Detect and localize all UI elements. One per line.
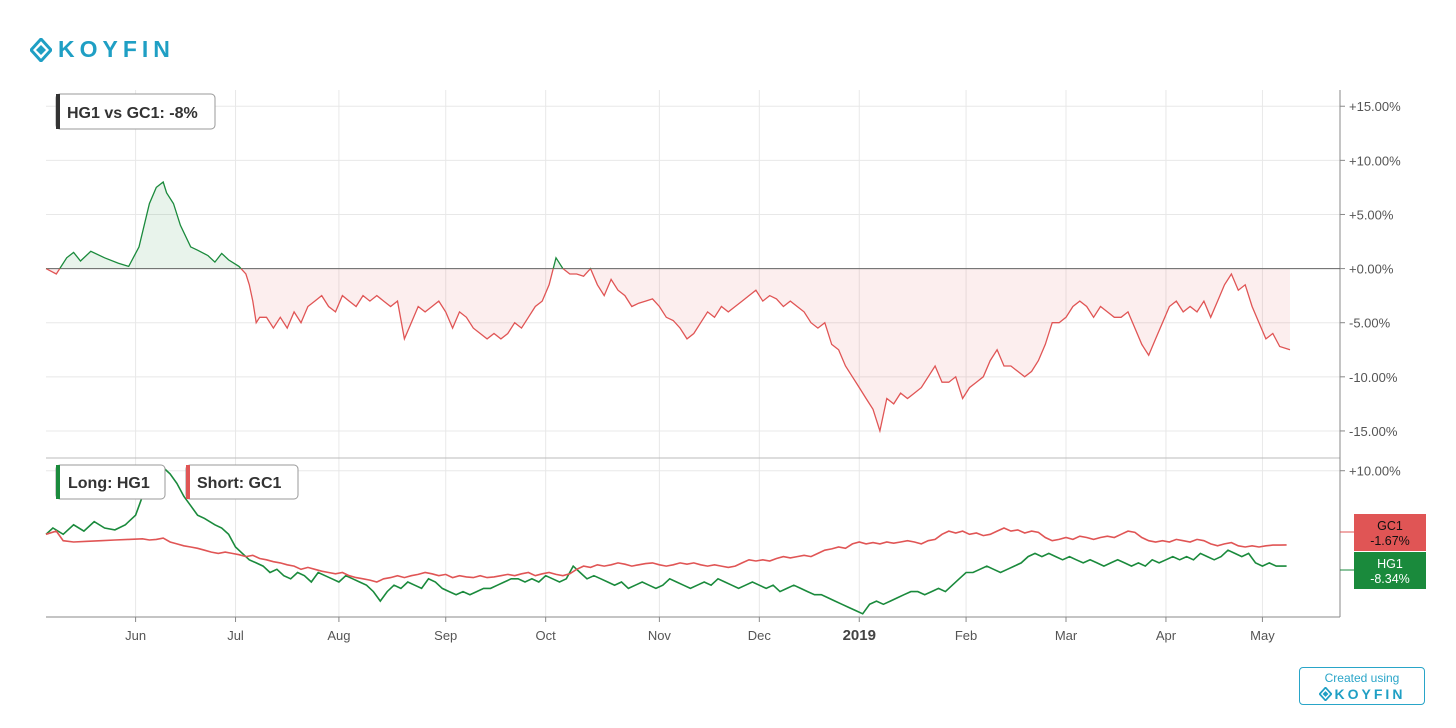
badge-value-gc1: -1.67% (1370, 534, 1410, 548)
created-using-koyfin-badge[interactable]: Created using KOYFIN (1299, 667, 1425, 705)
x-tick-label-mar: Mar (1055, 628, 1078, 643)
x-tick-label-feb: Feb (955, 628, 977, 643)
spread-area-positive (46, 182, 1290, 269)
x-tick-label-sep: Sep (434, 628, 457, 643)
x-tick-label-2019: 2019 (843, 627, 876, 644)
spread-line-negative (45, 268, 1291, 434)
koyfin-small-logo-icon (1318, 687, 1332, 701)
badge-name-hg1: HG1 (1377, 557, 1403, 571)
y-tick-label-top-1: +10.00% (1349, 153, 1401, 168)
created-using-label: Created using (1324, 671, 1400, 685)
spread-legend-marker (56, 94, 60, 129)
long-legend-label: Long: HG1 (68, 475, 150, 492)
created-brand-text: KOYFIN (1334, 686, 1406, 702)
short-legend: Short: GC1 (185, 464, 299, 500)
spread-legend-label: HG1 vs GC1: -8% (67, 105, 198, 122)
series-line-gc1 (45, 527, 1287, 583)
x-tick-label-nov: Nov (648, 628, 672, 643)
y-tick-label-top-6: -15.00% (1349, 424, 1398, 439)
x-tick-label-jul: Jul (227, 628, 244, 643)
koyfin-logo[interactable]: KOYFIN (30, 36, 175, 63)
y-tick-label-top-2: +5.00% (1349, 207, 1394, 222)
created-brand: KOYFIN (1300, 686, 1424, 702)
spread-legend: HG1 vs GC1: -8% (55, 93, 216, 130)
badge-hg1: HG1-8.34% (1340, 552, 1426, 589)
badge-value-hg1: -8.34% (1370, 572, 1410, 586)
long-legend: Long: HG1 (55, 464, 166, 500)
x-tick-label-jun: Jun (125, 628, 146, 643)
y-tick-label-top-0: +15.00% (1349, 99, 1401, 114)
long-legend-marker (56, 465, 60, 499)
y-tick-label-bottom-0: +10.00% (1349, 464, 1401, 479)
x-tick-label-oct: Oct (536, 628, 557, 643)
series-line-hg1 (45, 466, 1287, 615)
x-tick-label-apr: Apr (1156, 628, 1177, 643)
badge-box-hg1 (1354, 552, 1426, 589)
badge-name-gc1: GC1 (1377, 519, 1403, 533)
short-legend-label: Short: GC1 (197, 475, 282, 492)
koyfin-logo-icon (30, 37, 52, 62)
x-tick-label-dec: Dec (748, 628, 772, 643)
spread-area-negative (46, 268, 1290, 431)
badge-gc1: GC1-1.67% (1340, 514, 1426, 551)
short-legend-marker (186, 465, 190, 499)
x-tick-label-may: May (1250, 628, 1275, 643)
x-tick-label-aug: Aug (327, 628, 350, 643)
y-tick-label-top-4: -5.00% (1349, 316, 1391, 331)
y-tick-label-top-5: -10.00% (1349, 370, 1398, 385)
koyfin-logo-text: KOYFIN (58, 36, 175, 62)
badge-box-gc1 (1354, 514, 1426, 551)
y-tick-label-top-3: +0.00% (1349, 262, 1394, 277)
